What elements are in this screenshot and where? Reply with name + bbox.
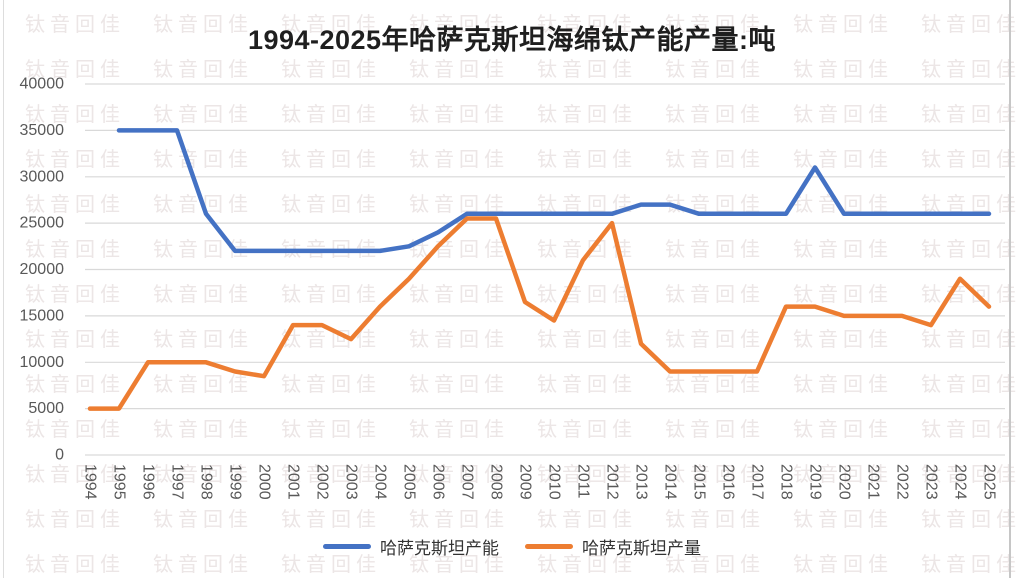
x-axis-tick-label: 2021 <box>865 464 882 500</box>
legend-item-production: 哈萨克斯坦产量 <box>525 534 701 559</box>
legend-item-capacity: 哈萨克斯坦产能 <box>323 534 499 559</box>
x-axis-tick-label: 2025 <box>981 464 998 500</box>
page-right-border <box>1009 0 1011 578</box>
y-axis-tick-label: 35000 <box>20 122 65 139</box>
page-left-border <box>3 0 4 578</box>
x-axis-tick-label: 1997 <box>169 464 186 500</box>
x-axis-tick-label: 2020 <box>836 464 853 500</box>
x-axis-tick-label: 2024 <box>952 464 969 500</box>
series-lines <box>87 128 992 411</box>
y-axis-tick-label: 30000 <box>20 168 65 185</box>
x-axis-tick-label: 2009 <box>517 464 534 500</box>
x-axis-tick-label: 1995 <box>111 464 128 500</box>
x-axis-tick-label: 2018 <box>778 464 795 500</box>
x-axis-tick-label: 1998 <box>198 464 215 500</box>
x-axis-tick-label: 2014 <box>662 464 679 500</box>
x-axis-tick-label: 2004 <box>372 464 389 500</box>
legend-line-capacity-swatch <box>323 544 371 549</box>
x-axis-tick-label: 2001 <box>285 464 302 500</box>
x-axis-tick-label: 2005 <box>401 464 418 500</box>
y-axis-tick-label: 0 <box>55 447 64 464</box>
x-axis-tick-label: 2011 <box>575 464 592 499</box>
x-axis-tick-label: 2022 <box>894 464 911 500</box>
production-line <box>87 216 992 411</box>
y-axis-tick-label: 5000 <box>28 400 64 417</box>
x-axis-tick-label: 2012 <box>604 464 621 500</box>
x-axis-tick-label: 2002 <box>314 464 331 500</box>
x-axis-tick-label: 2010 <box>546 464 563 500</box>
y-axis-tick-label: 25000 <box>20 215 65 232</box>
legend-label-production: 哈萨克斯坦产量 <box>582 539 701 558</box>
x-axis-tick-label: 2013 <box>633 464 650 500</box>
x-axis-tick-label: 2015 <box>691 464 708 500</box>
x-axis-tick-label: 2003 <box>343 464 360 500</box>
y-axis-tick-label: 20000 <box>20 261 65 278</box>
legend-line-production-swatch <box>525 544 573 549</box>
x-axis-tick-label: 2023 <box>923 464 940 500</box>
chart-legend: 哈萨克斯坦产能 哈萨克斯坦产量 <box>0 534 1024 559</box>
y-axis-tick-label: 40000 <box>20 76 65 93</box>
x-axis-tick-label: 1999 <box>227 464 244 500</box>
x-axis-tick-label: 2019 <box>807 464 824 500</box>
x-axis-tick-label: 2016 <box>720 464 737 500</box>
y-axis-labels: 40000 35000 30000 25000 20000 15000 10000 5000 0 <box>20 76 65 464</box>
x-axis-tick-label: 2000 <box>256 464 273 500</box>
x-axis-tick-label: 2007 <box>459 464 476 500</box>
y-axis-tick-label: 15000 <box>20 307 65 324</box>
chart-title: 1994-2025年哈萨克斯坦海绵钛产能产量:吨 <box>247 25 777 55</box>
x-axis-tick-label: 2017 <box>749 464 766 500</box>
y-axis-tick-label: 10000 <box>20 354 65 371</box>
x-axis-tick-label: 2008 <box>488 464 505 500</box>
x-axis-tick-label: 1996 <box>140 464 157 500</box>
gridlines <box>85 83 1005 456</box>
legend-label-capacity: 哈萨克斯坦产能 <box>380 539 499 558</box>
x-axis-tick-label: 2006 <box>430 464 447 500</box>
capacity-line <box>116 128 992 254</box>
x-axis-labels: 1994 1995 1996 1997 1998 1999 2000 2001 2002 2003… <box>82 464 998 500</box>
x-axis-tick-label: 1994 <box>82 464 99 500</box>
